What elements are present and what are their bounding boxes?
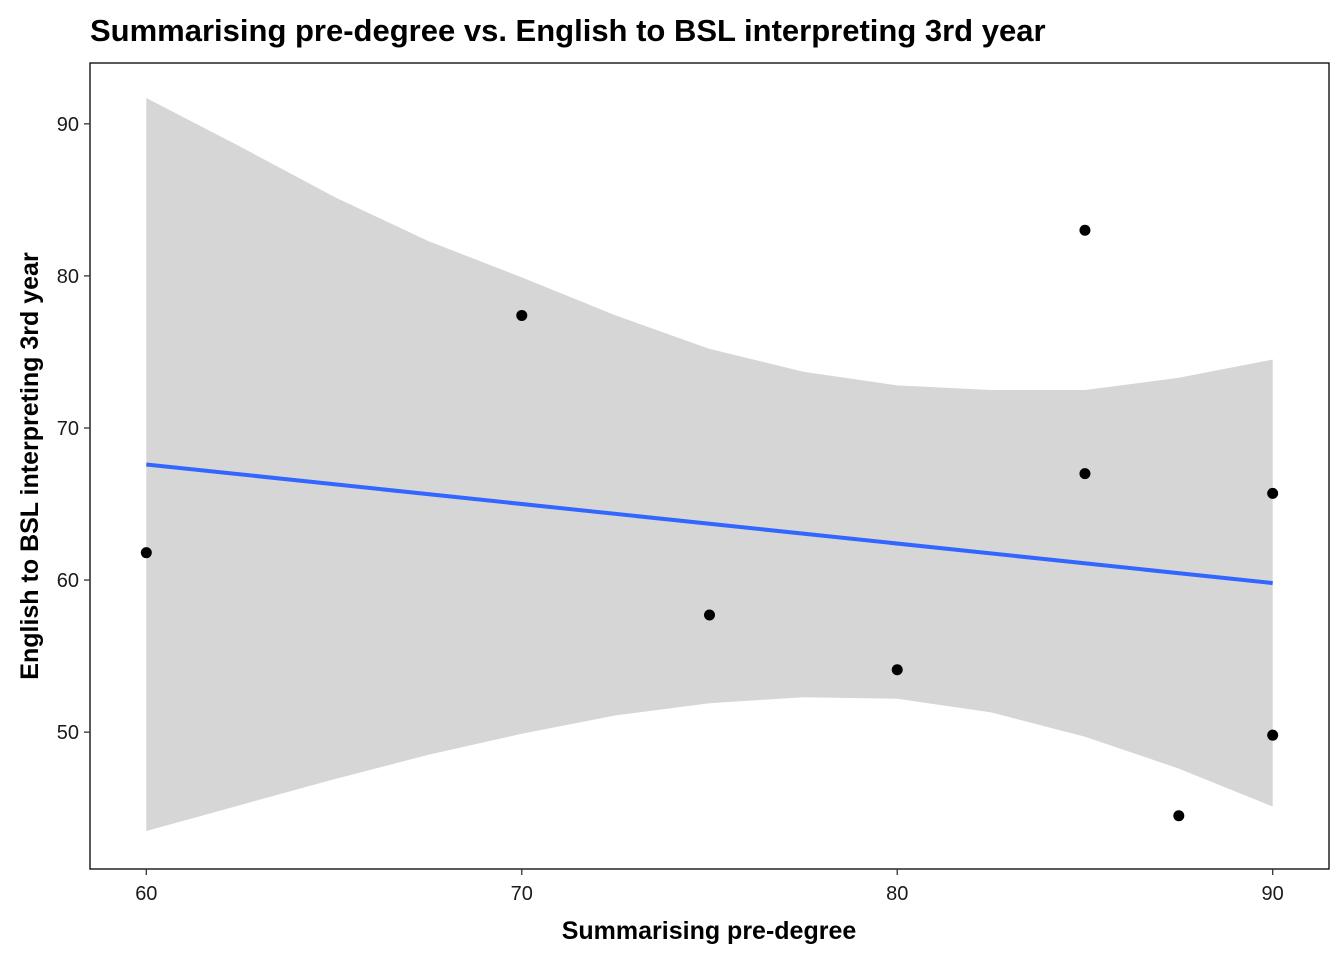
chart-title: Summarising pre-degree vs. English to BS… [90, 13, 1046, 48]
data-point [1267, 487, 1279, 499]
y-axis: 50 60 70 80 90 [57, 114, 90, 744]
data-point [1267, 729, 1279, 741]
y-tick-label: 80 [57, 266, 79, 288]
x-tick-label: 60 [135, 883, 157, 905]
y-tick-label: 70 [57, 418, 79, 440]
data-point [1079, 224, 1091, 236]
x-tick-label: 80 [886, 883, 908, 905]
x-tick-label: 70 [511, 883, 533, 905]
x-axis-title: Summarising pre-degree [562, 917, 857, 945]
data-point [516, 309, 528, 321]
plot-panel-border [89, 62, 1330, 870]
trend-line [146, 462, 1273, 586]
data-point [1079, 468, 1091, 480]
y-tick-label: 50 [57, 722, 79, 744]
data-point [704, 609, 715, 621]
y-tick-label: 60 [57, 570, 79, 592]
confidence-band [146, 98, 1273, 831]
data-points-layer [140, 224, 1279, 822]
confidence-band-layer [146, 98, 1273, 831]
data-point [140, 547, 152, 559]
x-axis: 60 70 80 90 [135, 869, 1284, 905]
x-tick-label: 90 [1262, 883, 1284, 905]
y-axis-title: English to BSL interpreting 3rd year [16, 252, 44, 680]
data-point [1173, 810, 1185, 822]
trend-line-layer [146, 462, 1273, 586]
data-point [891, 664, 903, 676]
y-tick-label: 90 [57, 114, 79, 136]
